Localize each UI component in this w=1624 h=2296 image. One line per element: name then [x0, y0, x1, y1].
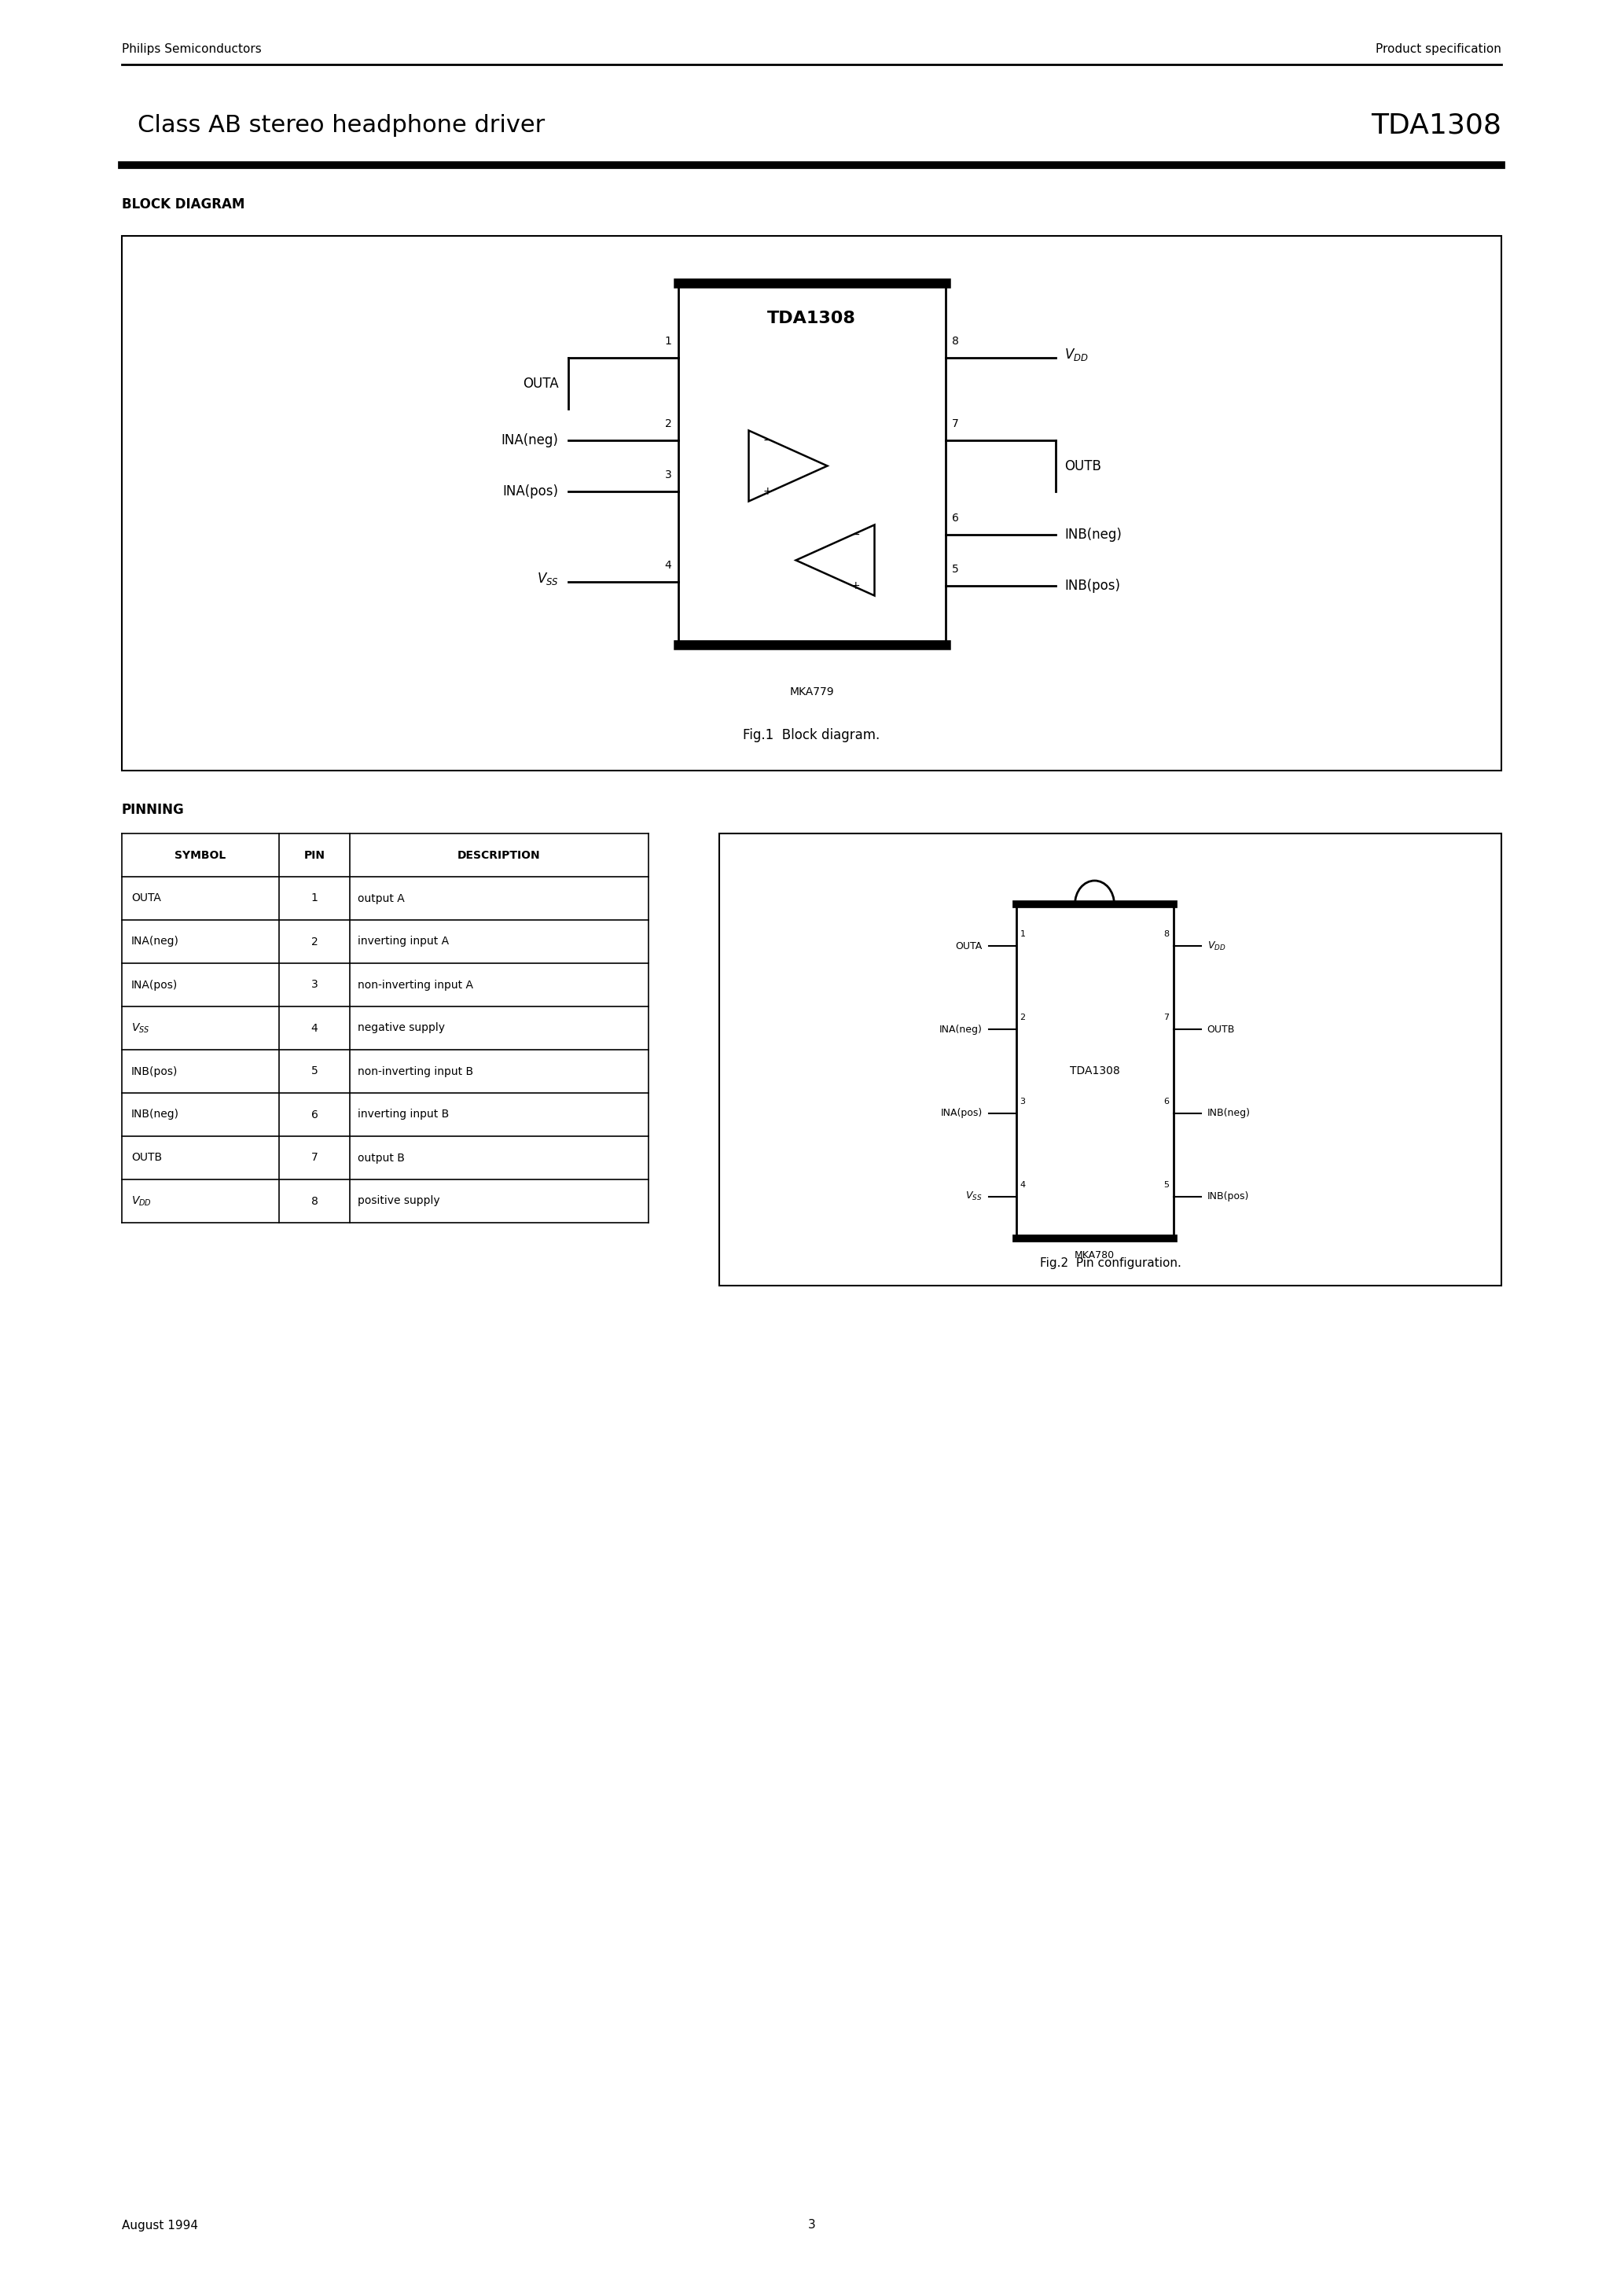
Text: Fig.2  Pin configuration.: Fig.2 Pin configuration.: [1039, 1258, 1181, 1270]
Text: PINNING: PINNING: [122, 804, 185, 817]
Text: Philips Semiconductors: Philips Semiconductors: [122, 44, 261, 55]
Text: INB(neg): INB(neg): [132, 1109, 179, 1120]
Text: 7: 7: [1164, 1015, 1169, 1022]
Text: 7: 7: [952, 418, 958, 429]
Text: 5: 5: [1164, 1180, 1169, 1189]
Text: $V_{SS}$: $V_{SS}$: [132, 1022, 149, 1035]
Text: +: +: [851, 581, 861, 592]
Text: OUTB: OUTB: [132, 1153, 162, 1164]
Text: TDA1308: TDA1308: [1070, 1065, 1119, 1077]
Text: output B: output B: [357, 1153, 404, 1164]
Text: INB(neg): INB(neg): [1207, 1109, 1250, 1118]
Text: 2: 2: [310, 937, 318, 946]
Text: 3: 3: [807, 2220, 815, 2232]
Polygon shape: [796, 526, 874, 595]
Text: INB(neg): INB(neg): [1065, 528, 1122, 542]
Bar: [677, 282, 945, 645]
Text: MKA779: MKA779: [789, 687, 833, 698]
Text: inverting input B: inverting input B: [357, 1109, 450, 1120]
Text: INA(neg): INA(neg): [132, 937, 179, 946]
Bar: [1017, 905, 1173, 1238]
Text: DESCRIPTION: DESCRIPTION: [458, 850, 541, 861]
Text: TDA1308: TDA1308: [767, 310, 856, 326]
Text: 6: 6: [310, 1109, 318, 1120]
Text: 4: 4: [664, 560, 672, 572]
Text: $V_{DD}$: $V_{DD}$: [1207, 939, 1226, 953]
Text: 5: 5: [952, 565, 958, 574]
Polygon shape: [749, 432, 827, 501]
Text: output A: output A: [357, 893, 404, 905]
Text: OUTA: OUTA: [132, 893, 161, 905]
Text: INA(pos): INA(pos): [132, 980, 179, 990]
Text: 4: 4: [1020, 1180, 1025, 1189]
Text: −: −: [851, 528, 861, 540]
Text: INB(pos): INB(pos): [1207, 1192, 1249, 1201]
Text: INA(pos): INA(pos): [940, 1109, 983, 1118]
Text: Fig.1  Block diagram.: Fig.1 Block diagram.: [744, 728, 880, 742]
Text: 8: 8: [952, 335, 958, 347]
Text: MKA780: MKA780: [1075, 1251, 1114, 1261]
Text: 2: 2: [1020, 1015, 1025, 1022]
Text: +: +: [763, 487, 771, 496]
Text: $V_{SS}$: $V_{SS}$: [536, 572, 559, 585]
Text: SYMBOL: SYMBOL: [175, 850, 226, 861]
Bar: [122, 236, 1501, 771]
Text: $V_{SS}$: $V_{SS}$: [965, 1192, 983, 1203]
Text: INA(neg): INA(neg): [939, 1024, 983, 1035]
Text: non-inverting input B: non-inverting input B: [357, 1065, 473, 1077]
Text: TDA1308: TDA1308: [1371, 113, 1501, 140]
Text: 7: 7: [310, 1153, 318, 1164]
Text: $V_{DD}$: $V_{DD}$: [1065, 347, 1088, 363]
Text: positive supply: positive supply: [357, 1196, 440, 1208]
Text: PIN: PIN: [304, 850, 325, 861]
Text: negative supply: negative supply: [357, 1022, 445, 1033]
Text: INA(neg): INA(neg): [502, 434, 559, 448]
Text: INB(pos): INB(pos): [1065, 579, 1121, 592]
Text: 1: 1: [310, 893, 318, 905]
Text: OUTA: OUTA: [523, 377, 559, 390]
Text: 3: 3: [1020, 1097, 1025, 1104]
Text: non-inverting input A: non-inverting input A: [357, 980, 473, 990]
Text: OUTA: OUTA: [955, 941, 983, 951]
Text: 8: 8: [1164, 930, 1169, 939]
Text: 2: 2: [664, 418, 672, 429]
Text: Product specification: Product specification: [1376, 44, 1501, 55]
Text: −: −: [763, 434, 771, 445]
Text: 8: 8: [310, 1196, 318, 1208]
Bar: [719, 833, 1501, 1286]
Text: inverting input A: inverting input A: [357, 937, 448, 946]
Text: August 1994: August 1994: [122, 2220, 198, 2232]
Text: OUTB: OUTB: [1207, 1024, 1234, 1035]
Text: 3: 3: [664, 468, 672, 480]
Text: 4: 4: [310, 1022, 318, 1033]
Text: 6: 6: [1164, 1097, 1169, 1104]
Text: INB(pos): INB(pos): [132, 1065, 179, 1077]
Text: 5: 5: [310, 1065, 318, 1077]
Text: 3: 3: [310, 980, 318, 990]
Text: OUTB: OUTB: [1065, 459, 1101, 473]
Text: 1: 1: [1020, 930, 1025, 939]
Text: Class AB stereo headphone driver: Class AB stereo headphone driver: [138, 115, 546, 138]
Text: 6: 6: [952, 512, 958, 523]
Text: INA(pos): INA(pos): [503, 484, 559, 498]
Text: BLOCK DIAGRAM: BLOCK DIAGRAM: [122, 197, 245, 211]
Text: 1: 1: [664, 335, 672, 347]
Text: $V_{DD}$: $V_{DD}$: [132, 1194, 151, 1208]
